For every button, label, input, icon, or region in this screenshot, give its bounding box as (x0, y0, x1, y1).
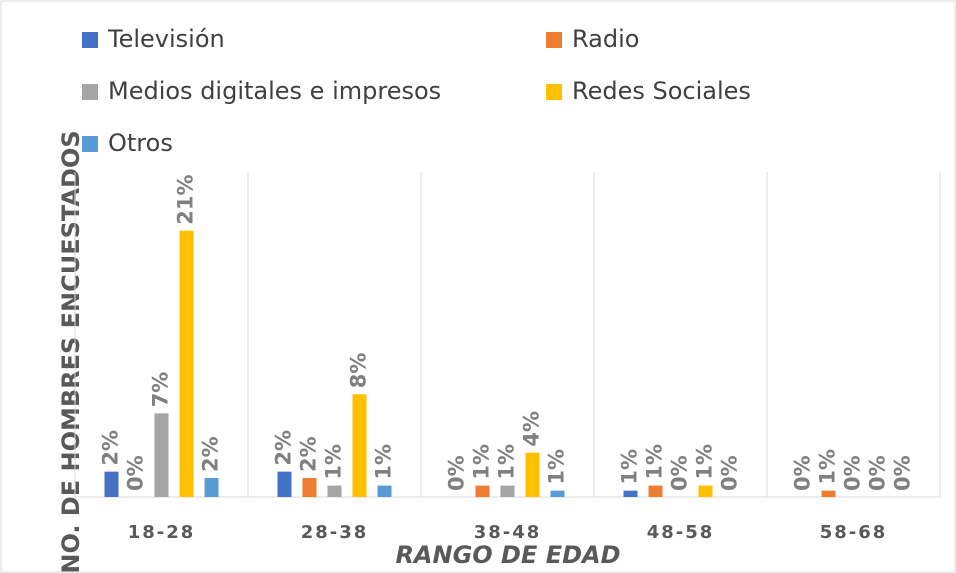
data-label: 0% (791, 455, 815, 491)
data-label: 0% (718, 455, 742, 491)
x-tick-label: 58-68 (820, 522, 888, 543)
legend-label: Televisión (107, 25, 225, 53)
data-label: 1% (816, 449, 840, 485)
bar (525, 452, 540, 497)
legend-label: Otros (108, 129, 173, 157)
data-label: 1% (693, 444, 717, 480)
bar (648, 485, 663, 497)
x-tick-label: 28-38 (301, 522, 369, 543)
bar (104, 471, 119, 497)
data-label: 1% (322, 444, 346, 480)
data-label: 0% (124, 455, 148, 491)
data-label: 7% (149, 372, 173, 408)
bar (204, 477, 219, 497)
legend-swatch (546, 32, 562, 48)
data-label: 1% (618, 449, 642, 485)
legend-label: Redes Sociales (572, 77, 751, 105)
legend-swatch (82, 136, 98, 152)
data-label: 0% (668, 455, 692, 491)
data-label: 1% (495, 444, 519, 480)
bar (475, 485, 490, 497)
bar (500, 485, 515, 497)
bar (698, 485, 713, 497)
data-label: 1% (470, 444, 494, 480)
legend-swatch (82, 84, 98, 100)
data-label: 0% (891, 455, 915, 491)
bar (623, 490, 638, 497)
x-tick-label: 18-28 (128, 522, 196, 543)
data-label: 2% (99, 430, 123, 466)
data-label: 1% (643, 444, 667, 480)
bar (821, 490, 836, 497)
data-label: 0% (841, 455, 865, 491)
bar (277, 471, 292, 497)
data-label: 21% (174, 174, 198, 224)
data-label: 2% (199, 436, 223, 472)
bar (327, 485, 342, 497)
bar (352, 394, 367, 497)
bar (377, 485, 392, 497)
data-label: 2% (272, 430, 296, 466)
data-label: 2% (297, 436, 321, 472)
bar (550, 490, 565, 497)
bar (302, 477, 317, 497)
data-label: 8% (347, 353, 371, 389)
legend-swatch (546, 84, 562, 100)
data-label: 1% (545, 449, 569, 485)
bar (179, 230, 194, 497)
x-axis-title: RANGO DE EDAD (395, 541, 620, 569)
bar (154, 413, 169, 497)
legend-label: Radio (572, 25, 639, 53)
data-label: 0% (445, 455, 469, 491)
x-tick-label: 38-48 (474, 522, 542, 543)
legend-label: Medios digitales e impresos (108, 77, 441, 105)
data-label: 4% (520, 411, 544, 447)
data-label: 1% (372, 444, 396, 480)
y-axis-title: NO. DE HOMBRES ENCUESTADOS (57, 130, 85, 573)
legend-swatch (82, 32, 98, 48)
x-tick-label: 48-58 (647, 522, 715, 543)
data-label: 0% (866, 455, 890, 491)
